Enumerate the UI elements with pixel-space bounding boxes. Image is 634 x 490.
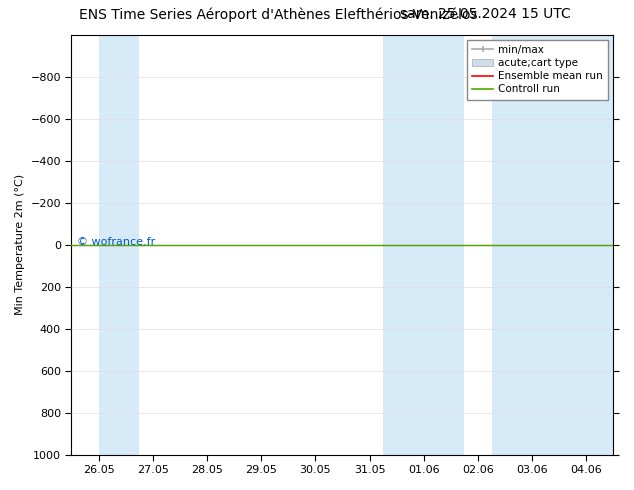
Bar (491, 35, 614, 455)
Text: © wofrance.fr: © wofrance.fr (77, 238, 155, 247)
Text: sam. 25.05.2024 15 UTC: sam. 25.05.2024 15 UTC (400, 7, 571, 22)
Legend: min/max, acute;cart type, Ensemble mean run, Controll run: min/max, acute;cart type, Ensemble mean … (467, 40, 608, 99)
Bar (98, 35, 139, 455)
Bar (383, 35, 464, 455)
Text: ENS Time Series Aéroport d'Athènes Elefthérios-Venizélos: ENS Time Series Aéroport d'Athènes Eleft… (79, 7, 478, 22)
Y-axis label: Min Temperature 2m (°C): Min Temperature 2m (°C) (15, 174, 25, 315)
